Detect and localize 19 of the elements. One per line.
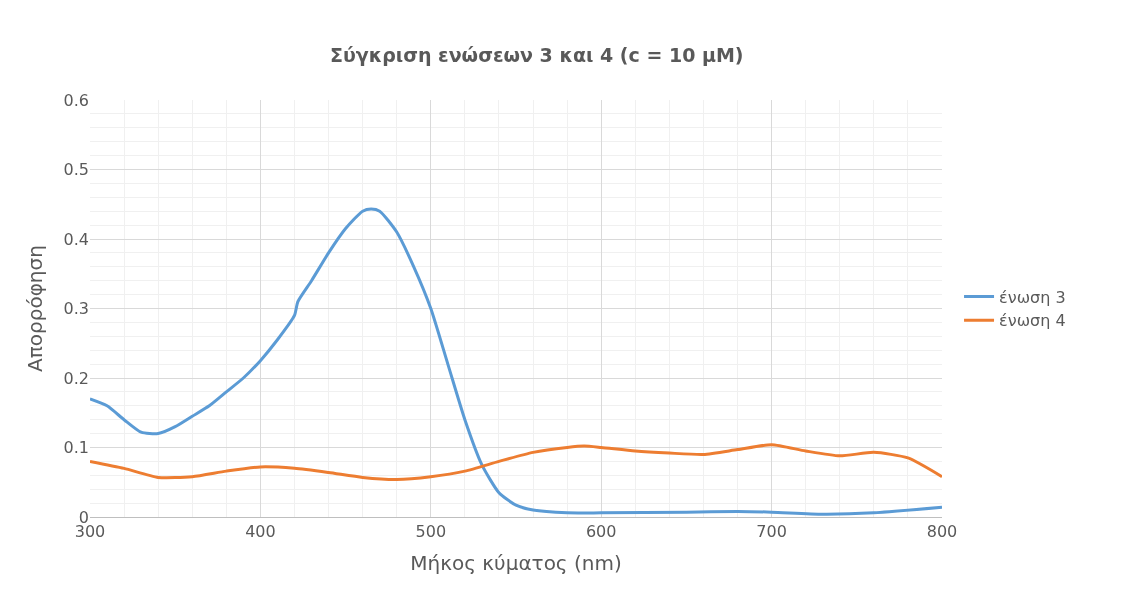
chart-title: Σύγκριση ενώσεων 3 και 4 (c = 10 μM) xyxy=(329,43,744,66)
x-axis-title: Μήκος κύματος (nm) xyxy=(410,550,622,575)
y-tick-label: 0.3 xyxy=(63,299,89,319)
y-tick-label: 0.1 xyxy=(63,438,89,458)
y-tick-label: 0.4 xyxy=(63,229,89,249)
x-tick-label: 500 xyxy=(415,522,447,542)
y-tick-label: 0.2 xyxy=(63,368,89,388)
x-tick-label: 400 xyxy=(245,522,276,542)
line-series xyxy=(90,443,942,481)
y-tick-label: 0.6 xyxy=(63,90,89,110)
x-tick-label: 800 xyxy=(926,522,958,542)
x-tick-label: 300 xyxy=(74,522,106,542)
line-series xyxy=(90,207,942,516)
x-tick-label: 600 xyxy=(585,522,617,542)
y-axis-title: Απορρόφηση xyxy=(23,245,48,372)
y-tick-label: 0.5 xyxy=(63,160,89,180)
legend-label: ένωση 4 xyxy=(999,311,1066,331)
legend-label: ένωση 3 xyxy=(999,287,1066,307)
x-tick-label: 700 xyxy=(756,522,787,542)
